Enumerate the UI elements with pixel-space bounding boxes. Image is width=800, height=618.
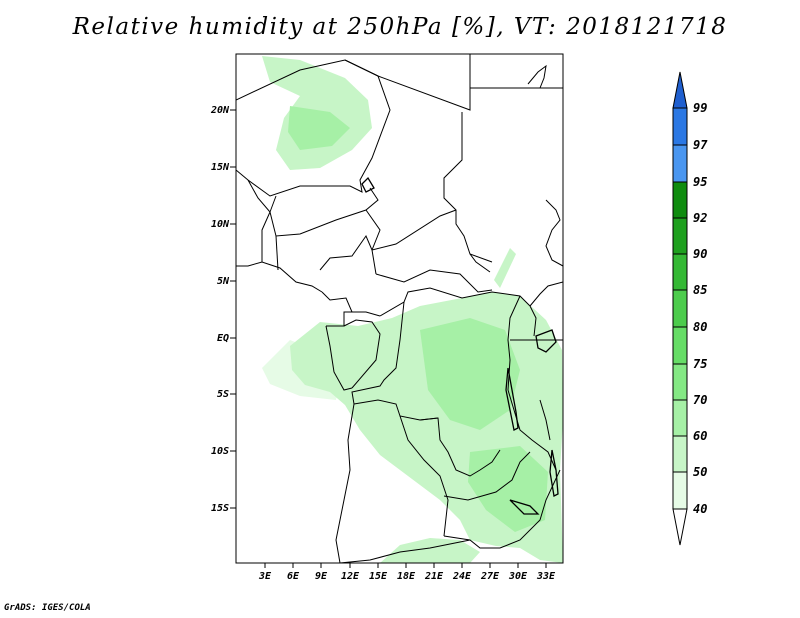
lat-axis: 20N 15N 10N 5N EQ 5S 10S 15S xyxy=(210,105,236,514)
chart-title: Relative humidity at 250hPa [%], VT: 201… xyxy=(72,14,728,40)
colorbar-label: 97 xyxy=(693,138,708,152)
colorbar-segment xyxy=(672,471,688,510)
colorbar-segment xyxy=(672,399,688,437)
lon-label: 3E xyxy=(258,571,272,582)
lon-label: 27E xyxy=(480,571,500,582)
colorbar-segment xyxy=(672,326,688,365)
colorbar-segment xyxy=(672,217,688,255)
map-frame xyxy=(235,53,564,564)
lon-label: 33E xyxy=(536,571,556,582)
lon-label: 18E xyxy=(397,571,416,582)
lake-malawi xyxy=(549,449,559,497)
colorbar-segment xyxy=(672,289,688,328)
lon-label: 21E xyxy=(424,571,444,582)
colorbar-label: 92 xyxy=(693,211,707,225)
colorbar-segment xyxy=(672,435,688,473)
colorbar-bottom-arrow xyxy=(672,508,688,546)
colorbar-label: 99 xyxy=(693,101,707,115)
colorbar: 99 97 95 92 90 85 80 75 70 60 50 40 xyxy=(672,71,708,546)
humidity-region-central-core xyxy=(420,318,520,430)
humidity-region-central-core-2 xyxy=(468,446,548,532)
lat-label: 15S xyxy=(211,503,229,514)
lat-label: 10S xyxy=(211,446,229,457)
lon-label: 6E xyxy=(287,571,300,582)
lat-label: 5N xyxy=(217,276,230,287)
colorbar-label: 40 xyxy=(693,502,707,516)
lat-label: 15N xyxy=(211,162,230,173)
colorbar-label: 70 xyxy=(693,393,707,407)
colorbar-segment xyxy=(672,181,688,219)
colorbar-label: 85 xyxy=(693,283,707,297)
colorbar-top-arrow xyxy=(672,71,688,109)
software-credit: GrADS: IGES/COLA xyxy=(4,603,91,613)
lake-kariba xyxy=(509,499,540,515)
colorbar-segment xyxy=(672,107,688,146)
colorbar-label: 80 xyxy=(693,320,707,334)
colorbar-segment xyxy=(672,144,688,183)
lat-label: 10N xyxy=(211,219,230,230)
lon-label: 24E xyxy=(452,571,472,582)
lon-label: 30E xyxy=(508,571,528,582)
country-borders xyxy=(236,54,563,563)
colorbar-label: 95 xyxy=(693,175,707,189)
colorbar-label: 50 xyxy=(693,465,707,479)
humidity-region-streak xyxy=(494,248,516,288)
lat-label: 5S xyxy=(217,389,229,400)
colorbar-segment xyxy=(672,253,688,291)
colorbar-label: 75 xyxy=(693,357,707,371)
lat-label: EQ xyxy=(217,333,229,344)
lon-label: 15E xyxy=(369,571,388,582)
colorbar-segment xyxy=(672,363,688,401)
humidity-shading xyxy=(262,56,563,563)
lakes xyxy=(361,176,559,515)
lon-label: 9E xyxy=(315,571,328,582)
lake-chad xyxy=(361,176,375,193)
lon-axis: 3E 6E 9E 12E 15E 18E 21E 24E 27E 30E 33E xyxy=(258,563,556,582)
lat-label: 20N xyxy=(210,105,230,116)
humidity-region-north-core xyxy=(288,106,350,150)
lake-tanganyika xyxy=(505,367,519,431)
colorbar-label: 90 xyxy=(693,247,707,261)
colorbar-label: 60 xyxy=(693,429,707,443)
lon-label: 12E xyxy=(341,571,360,582)
lake-victoria xyxy=(535,329,557,353)
humidity-region-south xyxy=(380,538,480,563)
